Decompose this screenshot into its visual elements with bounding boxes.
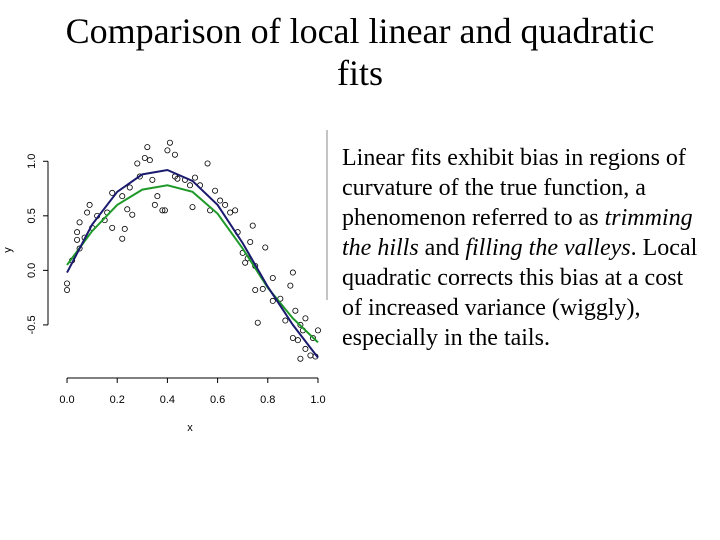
data-point	[171, 151, 178, 158]
x-tick-label: 1.0	[310, 394, 325, 406]
data-point	[287, 282, 294, 289]
data-point	[166, 139, 173, 146]
y-tick-label: -0.5	[26, 315, 38, 334]
data-point	[146, 157, 153, 164]
data-point	[262, 244, 269, 251]
data-point	[124, 206, 131, 213]
data-point	[159, 207, 166, 214]
data-point	[309, 334, 316, 341]
x-axis-label: x	[187, 422, 193, 434]
data-point	[289, 269, 296, 276]
data-point	[222, 201, 229, 208]
data-point	[119, 235, 126, 242]
body-text: filling the valleys	[465, 235, 631, 261]
data-point	[154, 193, 161, 200]
data-point	[227, 209, 234, 216]
body-text: and	[418, 235, 466, 261]
data-point	[297, 321, 304, 328]
data-point	[282, 317, 289, 324]
data-point	[161, 207, 168, 214]
data-point	[204, 160, 211, 167]
data-point	[109, 224, 116, 231]
data-point	[86, 201, 93, 208]
body-text: . Local quadratic corrects this bias at …	[342, 235, 698, 351]
x-tick-label: 0.0	[59, 394, 74, 406]
data-point	[136, 173, 143, 180]
data-point	[149, 176, 156, 183]
data-point	[242, 259, 249, 266]
data-point	[249, 222, 256, 229]
data-point	[74, 236, 81, 243]
y-axis-label: y	[2, 247, 14, 253]
data-point	[76, 219, 83, 226]
data-point	[84, 209, 91, 216]
data-point	[134, 160, 141, 167]
y-tick-label: 0.5	[26, 208, 38, 223]
data-point	[121, 225, 128, 232]
data-point	[254, 319, 261, 326]
chart: x y 0.0 0.2 0.4 0.6 0.8 1.0 -0.5 0.0 0.5 1.0	[2, 130, 328, 434]
data-point	[269, 274, 276, 281]
data-point	[186, 182, 193, 189]
body-text: trimming the hills	[342, 205, 693, 261]
slide-title: Comparison of local linear and quadratic…	[65, 11, 655, 93]
data-point	[119, 193, 126, 200]
data-point	[64, 286, 71, 293]
data-point	[269, 297, 276, 304]
data-point	[109, 189, 116, 196]
data-point	[64, 280, 71, 287]
y-tick-label: 0.0	[26, 263, 38, 278]
data-point	[164, 147, 171, 154]
data-point	[76, 245, 83, 252]
data-point	[151, 201, 158, 208]
data-point	[294, 337, 301, 344]
data-point	[307, 352, 314, 359]
data-point	[302, 315, 309, 322]
data-point	[129, 211, 136, 218]
x-tick-label: 0.8	[260, 394, 275, 406]
data-point	[192, 174, 199, 181]
data-point	[247, 239, 254, 246]
data-point	[292, 307, 299, 314]
data-point	[314, 327, 321, 334]
body-text: Linear fits exhibit bias in regions of c…	[342, 145, 686, 231]
slide-body: Linear fits exhibit bias in regions of c…	[342, 143, 704, 353]
data-point	[289, 334, 296, 341]
data-point	[302, 345, 309, 352]
data-point	[141, 155, 148, 162]
data-point	[189, 204, 196, 211]
x-tick-label: 0.6	[210, 394, 225, 406]
data-point	[212, 187, 219, 194]
data-point	[252, 286, 259, 293]
fit-line	[66, 168, 319, 359]
data-point	[217, 197, 224, 204]
data-point	[74, 229, 81, 236]
data-point	[126, 184, 133, 191]
y-tick-label: 1.0	[26, 154, 38, 169]
data-point	[174, 175, 181, 182]
x-tick-label: 0.4	[160, 394, 175, 406]
data-point	[232, 207, 239, 214]
data-point	[144, 144, 151, 151]
data-point	[259, 285, 266, 292]
x-tick-label: 0.2	[110, 394, 125, 406]
data-point	[297, 355, 304, 362]
